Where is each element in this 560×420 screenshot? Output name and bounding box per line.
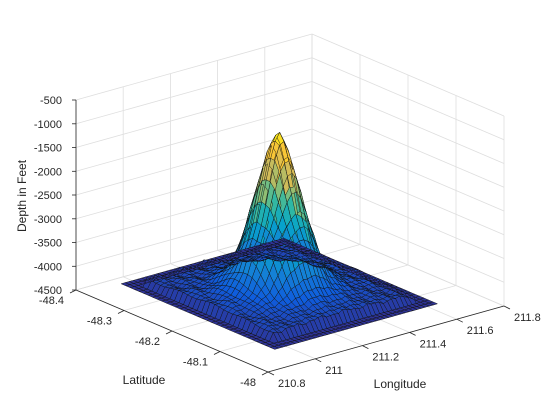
tick-labels: -4500 -4000 -3500 -3000 -2500 -2000 -1500 -1000… — [34, 95, 541, 390]
latitude-tick-mark — [261, 371, 269, 376]
depth-tick-label: -4000 — [34, 261, 62, 273]
depth-tick-label: -3000 — [34, 214, 62, 226]
wall-gridline-z — [75, 104, 313, 172]
latitude-tick-label: -48.2 — [135, 336, 160, 348]
latitude-tick-label: -48 — [240, 377, 256, 389]
wall-gridline-z2 — [311, 57, 505, 141]
latitude-tick-mark — [117, 310, 125, 314]
longitude-tick-label: 211 — [325, 365, 343, 377]
longitude-tick-mark — [503, 305, 511, 310]
latitude-tick-label: -48.3 — [87, 316, 112, 328]
wall-gridline-z2 — [311, 104, 505, 188]
depth-tick-label: -2500 — [34, 190, 62, 202]
longitude-tick-label: 211.4 — [420, 338, 447, 350]
depth-tick-label: -2000 — [34, 166, 62, 178]
wall-gridline-z2 — [311, 199, 505, 283]
longitude-tick-mark — [456, 318, 463, 323]
y-axis-label: Latitude — [123, 373, 166, 387]
seamount-surface — [120, 131, 439, 350]
longitude-tick-label: 211.6 — [467, 325, 494, 337]
latitude-tick-mark — [165, 330, 173, 335]
longitude-tick-label: 210.8 — [278, 378, 306, 390]
x-axis-label: Longitude — [374, 377, 427, 391]
longitude-axis-line — [267, 305, 505, 373]
wall-gridline-z2 — [311, 128, 505, 212]
latitude-tick-mark — [69, 289, 77, 294]
depth-tick-label: -3500 — [34, 238, 62, 250]
longitude-tick-mark — [362, 345, 369, 349]
latitude-tick-mark — [213, 351, 221, 355]
wall-gridline-z2 — [311, 152, 505, 236]
wall-gridline-z2 — [311, 81, 505, 164]
longitude-tick-label: 211.8 — [514, 312, 541, 324]
wall-gridline-z — [75, 33, 313, 101]
wall-gridline-z2 — [311, 33, 505, 117]
wall-gridline-z — [75, 81, 313, 148]
depth-tick-label: -4500 — [34, 285, 62, 297]
longitude-tick-mark — [267, 371, 275, 376]
wall-gridline-z2 — [311, 223, 505, 307]
depth-tick-label: -1500 — [34, 143, 62, 155]
longitude-tick-mark — [409, 332, 416, 336]
latitude-tick-label: -48.1 — [183, 357, 208, 369]
longitude-tick-mark — [315, 358, 322, 363]
depth-tick-label: -1000 — [34, 119, 62, 131]
wall-gridline-z — [75, 57, 313, 125]
depth-tick-label: -500 — [40, 95, 62, 107]
z-axis-label: Depth in Feet — [15, 159, 29, 232]
longitude-tick-label: 211.2 — [372, 352, 399, 364]
latitude-tick-label: -48.4 — [39, 295, 64, 307]
wall-gridline-z2 — [311, 176, 505, 259]
surface-facet — [120, 282, 131, 286]
